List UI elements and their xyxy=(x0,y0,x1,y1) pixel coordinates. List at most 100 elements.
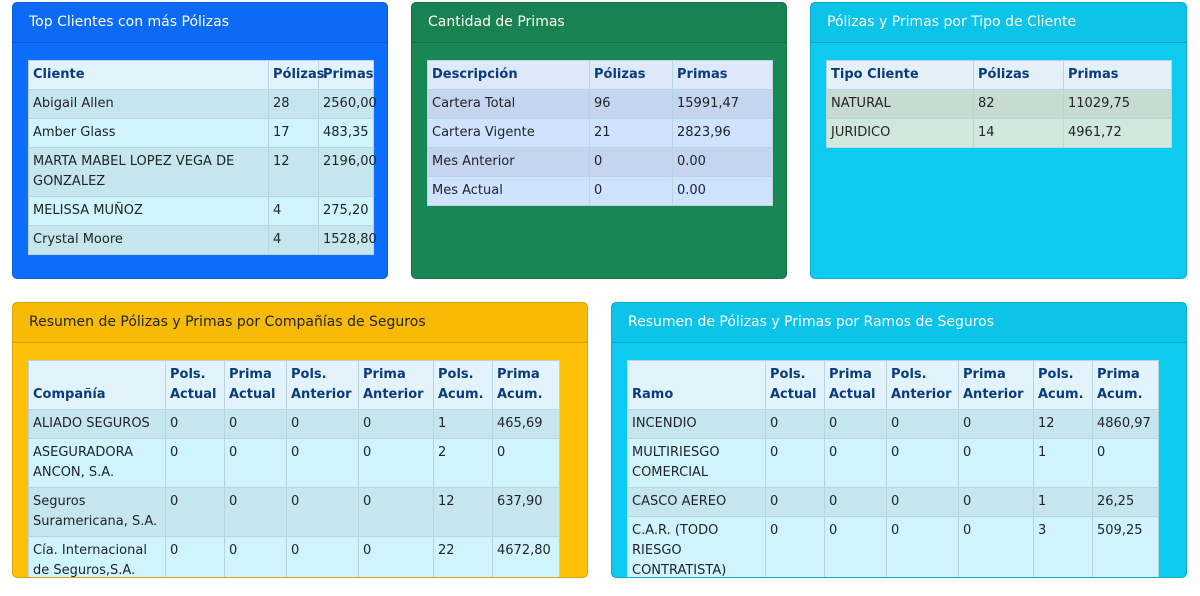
column-header: Cliente xyxy=(28,60,269,90)
table-cell: JURIDICO xyxy=(826,118,974,148)
table-cell: Cía. Internacional de Seguros,S.A. xyxy=(28,536,166,577)
column-header: Prima Anterior xyxy=(358,360,434,410)
table-cell: 0 xyxy=(958,516,1034,577)
table-cell: 0 xyxy=(286,536,359,577)
table-cell: 0 xyxy=(765,487,825,517)
table-cell: 3 xyxy=(1033,516,1093,577)
table-cell: NATURAL xyxy=(826,89,974,119)
header-row: Descripción Pólizas Primas xyxy=(427,60,773,90)
table-cell: Abigail Allen xyxy=(28,89,269,119)
table-row: C.A.R. (TODO RIESGO CONTRATISTA) 0 0 0 0 3 509… xyxy=(627,516,1159,577)
table-cell: 0 xyxy=(958,409,1034,439)
table-cell: 0 xyxy=(589,176,673,206)
header-row: Ramo Pols. Actual Prima Actual Pols. Anteri… xyxy=(627,360,1159,410)
table-cell: 26,25 xyxy=(1092,487,1159,517)
table-row: Mes Anterior 0 0.00 xyxy=(427,147,773,177)
column-header: Compañía xyxy=(28,360,166,410)
table-cell: Crystal Moore xyxy=(28,225,269,255)
column-header: Primas xyxy=(672,60,773,90)
table-cell: 21 xyxy=(589,118,673,148)
table-cell: 0 xyxy=(765,516,825,577)
table-cell: 0 xyxy=(824,438,887,488)
table-cell: 4860,97 xyxy=(1092,409,1159,439)
table-cell: Mes Actual xyxy=(427,176,590,206)
table-row: ALIADO SEGUROS 0 0 0 0 1 465,69 xyxy=(28,409,560,439)
table-cell: 0 xyxy=(358,409,434,439)
table-cell: 0 xyxy=(224,487,287,537)
table-cell: CASCO AEREO xyxy=(627,487,766,517)
table-cell: 0.00 xyxy=(672,147,773,177)
card: Pólizas y Primas por Tipo de Cliente Tipo… xyxy=(810,2,1187,279)
table-row: Amber Glass 17 483,35 xyxy=(28,118,374,148)
table-cell: 11029,75 xyxy=(1063,89,1172,119)
card-body[interactable]: Compañía Pols. Actual Prima Actual Pols. An… xyxy=(13,343,587,577)
table-cell: ASEGURADORA ANCON, S.A. xyxy=(28,438,166,488)
table-row: INCENDIO 0 0 0 0 12 4860,97 xyxy=(627,409,1159,439)
table-cell: 0 xyxy=(165,409,225,439)
table-cell: 0 xyxy=(886,409,959,439)
column-header: Prima Acum. xyxy=(492,360,560,410)
table-cell: 0 xyxy=(824,409,887,439)
column-header: Pols. Anterior xyxy=(286,360,359,410)
table-cell: Cartera Total xyxy=(427,89,590,119)
table-row: MELISSA MUÑOZ 4 275,20 xyxy=(28,196,374,226)
table-cell: 4 xyxy=(268,225,319,255)
table-cell: 17 xyxy=(268,118,319,148)
table-cell: 509,25 xyxy=(1092,516,1159,577)
table-cell: 0 xyxy=(765,409,825,439)
card: Cantidad de Primas Descripción Pólizas Prim… xyxy=(411,2,787,279)
table-row: MARTA MABEL LOPEZ VEGA DE GONZALEZ 12 2196… xyxy=(28,147,377,197)
table-cell: Seguros Suramericana, S.A. xyxy=(28,487,166,537)
table-cell: Mes Anterior xyxy=(427,147,590,177)
table-cell: 14 xyxy=(973,118,1064,148)
table-row: Cartera Total 96 15991,47 xyxy=(427,89,773,119)
table-cell: 0 xyxy=(224,409,287,439)
table-cell: 1 xyxy=(1033,438,1093,488)
table-cell: 0 xyxy=(1092,438,1159,488)
table-cell: 2560,00 xyxy=(318,89,377,119)
table-cell: 0 xyxy=(358,536,434,577)
card-title: Pólizas y Primas por Tipo de Cliente xyxy=(811,3,1186,43)
table-cell: 4961,72 xyxy=(1063,118,1172,148)
table-cell: MARTA MABEL LOPEZ VEGA DE GONZALEZ xyxy=(28,147,269,197)
table: Cliente Pólizas Primas Abigail Allen 28 2560,… xyxy=(28,60,377,255)
column-header: Primas xyxy=(318,60,374,90)
table-cell: 12 xyxy=(268,147,319,197)
card: Resumen de Pólizas y Primas por Compañía… xyxy=(12,302,588,578)
table-cell: 0 xyxy=(165,438,225,488)
column-header: Descripción xyxy=(427,60,590,90)
table: Ramo Pols. Actual Prima Actual Pols. Anteri… xyxy=(627,360,1159,577)
column-header: Pols. Acum. xyxy=(433,360,493,410)
card-title: Resumen de Pólizas y Primas por Ramos de… xyxy=(612,303,1186,343)
table-cell: 0 xyxy=(886,516,959,577)
table-cell: 4 xyxy=(268,196,319,226)
column-header: Pólizas xyxy=(589,60,673,90)
column-header: Ramo xyxy=(627,360,766,410)
table-cell: 637,90 xyxy=(492,487,560,537)
column-header: Tipo Cliente xyxy=(826,60,974,90)
table-cell: 0 xyxy=(886,487,959,517)
table-cell: 0 xyxy=(589,147,673,177)
card-title: Cantidad de Primas xyxy=(412,3,786,43)
table-cell: Amber Glass xyxy=(28,118,269,148)
column-header: Pols. Anterior xyxy=(886,360,959,410)
table-row: Mes Actual 0 0.00 xyxy=(427,176,773,206)
table-cell: 4672,80 xyxy=(492,536,560,577)
card-body[interactable]: Ramo Pols. Actual Prima Actual Pols. Anteri… xyxy=(612,343,1186,577)
table-cell: 0 xyxy=(224,438,287,488)
column-header: Primas xyxy=(1063,60,1172,90)
table-cell: 12 xyxy=(433,487,493,537)
table-cell: 0 xyxy=(824,487,887,517)
table-row: ASEGURADORA ANCON, S.A. 0 0 0 0 2 0 xyxy=(28,438,560,488)
table: Compañía Pols. Actual Prima Actual Pols. An… xyxy=(28,360,560,577)
table-row: Cía. Internacional de Seguros,S.A. 0 0 0 0 22… xyxy=(28,536,560,577)
column-header: Pols. Actual xyxy=(765,360,825,410)
table-row: Crystal Moore 4 1528,80 xyxy=(28,225,377,255)
table-cell: 483,35 xyxy=(318,118,374,148)
table: Descripción Pólizas Primas Cartera Total 96 1… xyxy=(427,60,773,206)
table-cell: MULTIRIESGO COMERCIAL xyxy=(627,438,766,488)
card: Top Clientes con más Pólizas Cliente Póliz… xyxy=(12,2,388,279)
card-body: Cliente Pólizas Primas Abigail Allen 28 2560,… xyxy=(13,43,387,278)
table-cell: 1528,80 xyxy=(318,225,377,255)
